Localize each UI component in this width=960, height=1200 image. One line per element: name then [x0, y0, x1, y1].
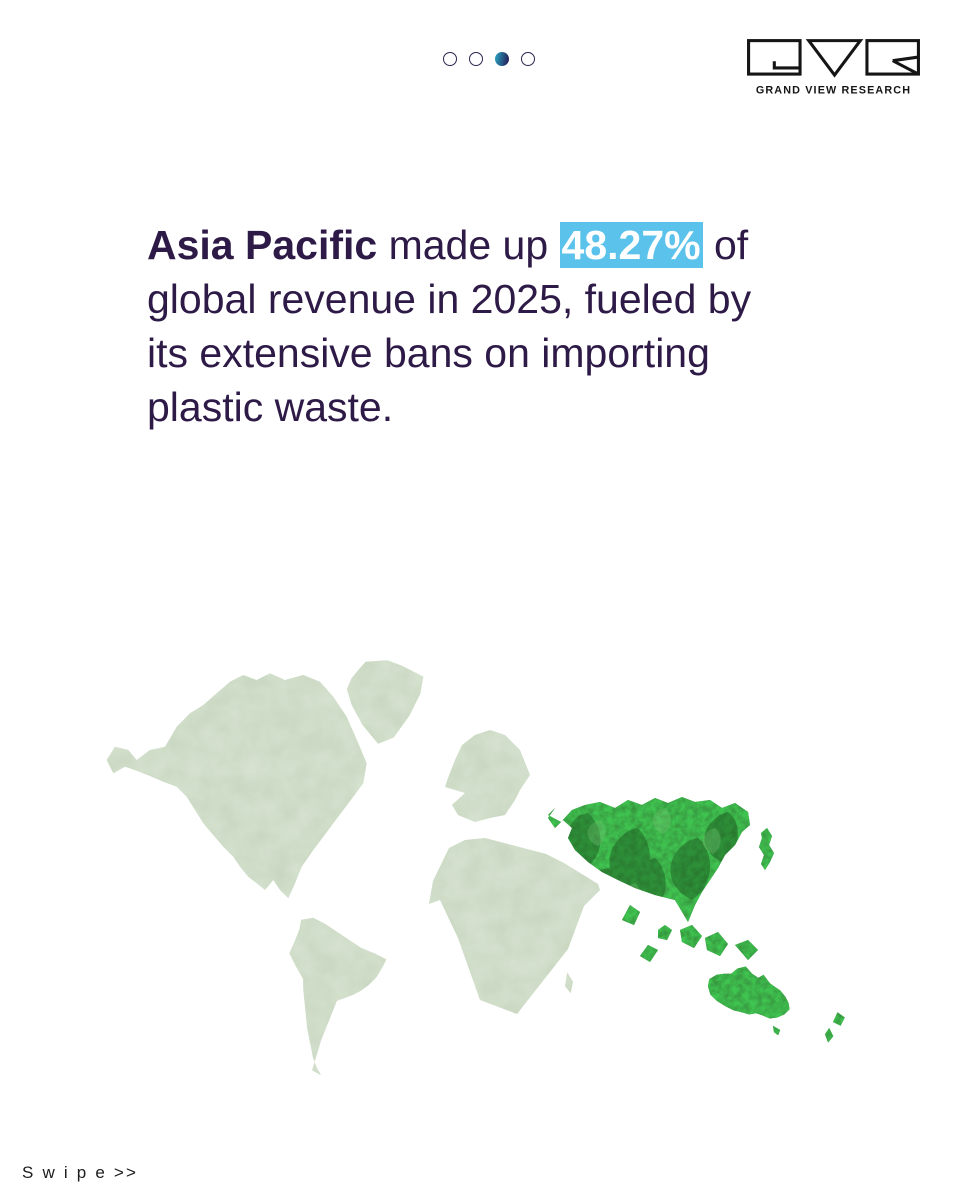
svg-text:GRAND VIEW RESEARCH: GRAND VIEW RESEARCH	[756, 85, 911, 97]
